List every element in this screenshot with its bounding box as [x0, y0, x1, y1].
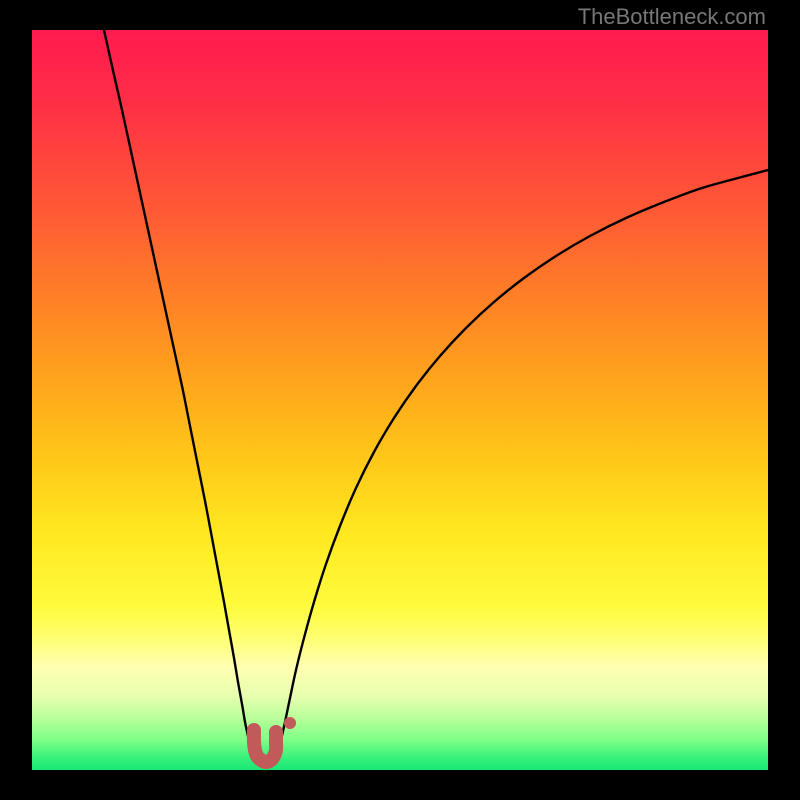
- left-curve: [104, 30, 254, 760]
- trough-dot: [284, 717, 296, 729]
- watermark-text: TheBottleneck.com: [578, 4, 766, 30]
- right-curve: [276, 170, 768, 760]
- trough-u: [254, 730, 276, 762]
- curves-svg: [32, 30, 768, 770]
- plot-area: [32, 30, 768, 770]
